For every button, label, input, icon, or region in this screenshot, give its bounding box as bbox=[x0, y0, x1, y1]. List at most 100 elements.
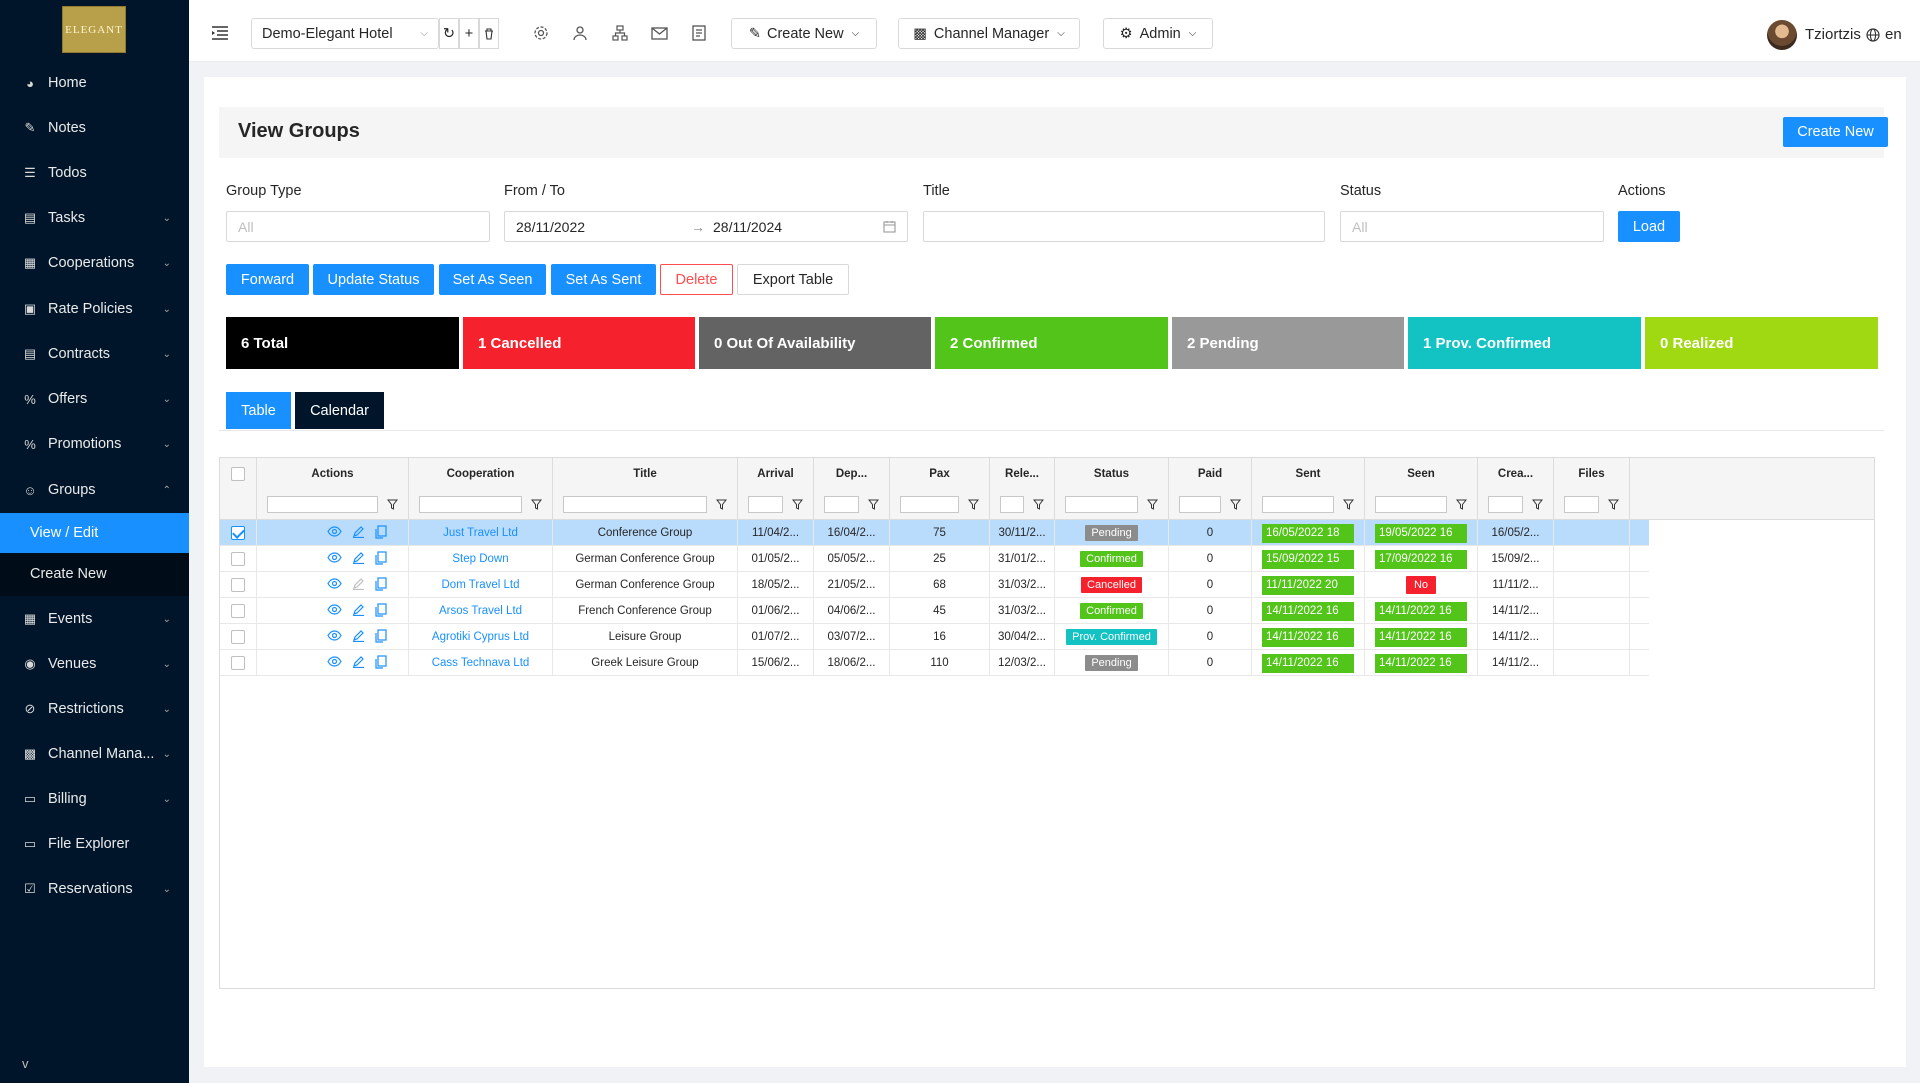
filter-input[interactable] bbox=[1262, 496, 1334, 513]
table-row[interactable]: Step Down German Conference Group 01/05/2.… bbox=[220, 546, 1649, 572]
sidebar-item-file-explorer[interactable]: ▭ File Explorer bbox=[0, 824, 189, 864]
filter-input[interactable] bbox=[1179, 496, 1221, 513]
filter-input[interactable] bbox=[824, 496, 859, 513]
group-type-select[interactable]: All bbox=[226, 211, 490, 242]
filter-icon[interactable] bbox=[1032, 499, 1044, 511]
view-icon[interactable] bbox=[327, 604, 342, 618]
forward-button[interactable]: Forward bbox=[226, 264, 309, 295]
user-name[interactable]: Tziortzis bbox=[1805, 26, 1861, 43]
filter-icon[interactable] bbox=[386, 499, 398, 511]
column-header[interactable]: Pax bbox=[890, 458, 990, 489]
mail-icon[interactable] bbox=[648, 22, 670, 44]
view-icon[interactable] bbox=[327, 552, 342, 566]
column-header[interactable]: Sent bbox=[1252, 458, 1365, 489]
status-select[interactable]: All bbox=[1340, 211, 1604, 242]
sidebar-item-notes[interactable]: ✎ Notes bbox=[0, 108, 189, 148]
copy-icon[interactable] bbox=[375, 602, 387, 620]
sidebar-item-restrictions[interactable]: ⊘ Restrictions ⌄ bbox=[0, 689, 189, 729]
date-range-picker[interactable]: 28/11/2022 → 28/11/2024 bbox=[504, 211, 908, 242]
filter-input[interactable] bbox=[563, 496, 707, 513]
cooperation-link[interactable]: Agrotiki Cyprus Ltd bbox=[409, 624, 553, 650]
filter-icon[interactable] bbox=[967, 499, 979, 511]
copy-icon[interactable] bbox=[375, 654, 387, 672]
delete-button[interactable]: Delete bbox=[660, 264, 733, 295]
sidebar-item-events[interactable]: ▦ Events ⌄ bbox=[0, 599, 189, 639]
hotel-logo[interactable]: ELEGANT bbox=[62, 6, 126, 53]
copy-icon[interactable] bbox=[375, 576, 387, 594]
row-checkbox[interactable] bbox=[231, 526, 245, 540]
column-header[interactable]: Arrival bbox=[738, 458, 814, 489]
filter-icon[interactable] bbox=[1146, 499, 1158, 511]
column-header[interactable]: Status bbox=[1055, 458, 1169, 489]
sidebar-item-groups[interactable]: ☺ Groups ⌃ bbox=[0, 470, 189, 510]
language-switch[interactable]: en bbox=[1866, 26, 1902, 43]
column-header[interactable]: Seen bbox=[1365, 458, 1478, 489]
filter-icon[interactable] bbox=[791, 499, 803, 511]
sidebar-subitem-create-new[interactable]: Create New bbox=[0, 554, 189, 594]
filter-icon[interactable] bbox=[530, 499, 542, 511]
title-input[interactable] bbox=[923, 211, 1325, 242]
create-new-group-button[interactable]: Create New bbox=[1783, 117, 1888, 147]
row-checkbox[interactable] bbox=[231, 604, 245, 618]
table-row[interactable]: Just Travel Ltd Conference Group 11/04/2..… bbox=[220, 520, 1649, 546]
column-header[interactable]: Files bbox=[1554, 458, 1630, 489]
sidebar-item-tasks[interactable]: ▤ Tasks ⌄ bbox=[0, 198, 189, 238]
edit-icon[interactable] bbox=[352, 603, 365, 619]
cooperation-link[interactable]: Just Travel Ltd bbox=[409, 520, 553, 546]
cooperation-link[interactable]: Cass Technava Ltd bbox=[409, 650, 553, 676]
filter-input[interactable] bbox=[1065, 496, 1138, 513]
filter-input[interactable] bbox=[900, 496, 959, 513]
row-checkbox[interactable] bbox=[231, 630, 245, 644]
sidebar-item-todos[interactable]: ☰ Todos bbox=[0, 153, 189, 193]
delete-button[interactable] bbox=[479, 18, 499, 49]
settings-icon[interactable] bbox=[530, 22, 552, 44]
edit-icon[interactable] bbox=[352, 551, 365, 567]
view-icon[interactable] bbox=[327, 578, 342, 592]
stat-box[interactable]: 0 Out Of Availability bbox=[699, 317, 931, 369]
set-as-seen-button[interactable]: Set As Seen bbox=[439, 264, 546, 295]
edit-icon[interactable] bbox=[352, 525, 365, 541]
document-icon[interactable] bbox=[688, 22, 710, 44]
filter-input[interactable] bbox=[748, 496, 783, 513]
column-header[interactable]: Cooperation bbox=[409, 458, 553, 489]
edit-icon[interactable] bbox=[352, 629, 365, 645]
column-header[interactable]: Crea... bbox=[1478, 458, 1554, 489]
sidebar-subitem-view-edit[interactable]: View / Edit bbox=[0, 513, 189, 553]
users-icon[interactable] bbox=[570, 22, 592, 44]
sidebar-item-venues[interactable]: ◉ Venues ⌄ bbox=[0, 644, 189, 684]
table-row[interactable]: Agrotiki Cyprus Ltd Leisure Group 01/07/2.… bbox=[220, 624, 1649, 650]
sidebar-item-rate-policies[interactable]: ▣ Rate Policies ⌄ bbox=[0, 289, 189, 329]
tab-table[interactable]: Table bbox=[226, 392, 291, 429]
filter-icon[interactable] bbox=[1455, 499, 1467, 511]
column-header[interactable]: Actions bbox=[257, 458, 409, 489]
cooperation-link[interactable]: Dom Travel Ltd bbox=[409, 572, 553, 598]
hotel-select[interactable]: Demo-Elegant Hotel ⌵ bbox=[251, 18, 439, 49]
cooperation-link[interactable]: Step Down bbox=[409, 546, 553, 572]
filter-icon[interactable] bbox=[1607, 499, 1619, 511]
tab-calendar[interactable]: Calendar bbox=[295, 392, 384, 429]
row-checkbox[interactable] bbox=[231, 578, 245, 592]
column-header[interactable]: Paid bbox=[1169, 458, 1252, 489]
cooperation-link[interactable]: Arsos Travel Ltd bbox=[409, 598, 553, 624]
table-row[interactable]: Arsos Travel Ltd French Conference Group 0… bbox=[220, 598, 1649, 624]
filter-icon[interactable] bbox=[1531, 499, 1543, 511]
filter-icon[interactable] bbox=[715, 499, 727, 511]
hierarchy-icon[interactable] bbox=[609, 22, 631, 44]
row-checkbox[interactable] bbox=[231, 656, 245, 670]
sidebar-item-promotions[interactable]: % Promotions ⌄ bbox=[0, 424, 189, 464]
stat-box[interactable]: 0 Realized bbox=[1645, 317, 1878, 369]
table-row[interactable]: Cass Technava Ltd Greek Leisure Group 15/0… bbox=[220, 650, 1649, 676]
avatar[interactable] bbox=[1767, 20, 1797, 50]
edit-icon[interactable] bbox=[352, 655, 365, 671]
sidebar-item-cooperations[interactable]: ▦ Cooperations ⌄ bbox=[0, 243, 189, 283]
filter-input[interactable] bbox=[419, 496, 522, 513]
export-table-button[interactable]: Export Table bbox=[737, 264, 849, 295]
row-checkbox[interactable] bbox=[231, 552, 245, 566]
table-row[interactable]: Dom Travel Ltd German Conference Group 18/… bbox=[220, 572, 1649, 598]
menu-fold-icon[interactable] bbox=[209, 22, 231, 44]
filter-icon[interactable] bbox=[1342, 499, 1354, 511]
view-icon[interactable] bbox=[327, 526, 342, 540]
view-icon[interactable] bbox=[327, 630, 342, 644]
refresh-button[interactable]: ↻ bbox=[439, 18, 459, 49]
update-status-button[interactable]: Update Status bbox=[313, 264, 434, 295]
